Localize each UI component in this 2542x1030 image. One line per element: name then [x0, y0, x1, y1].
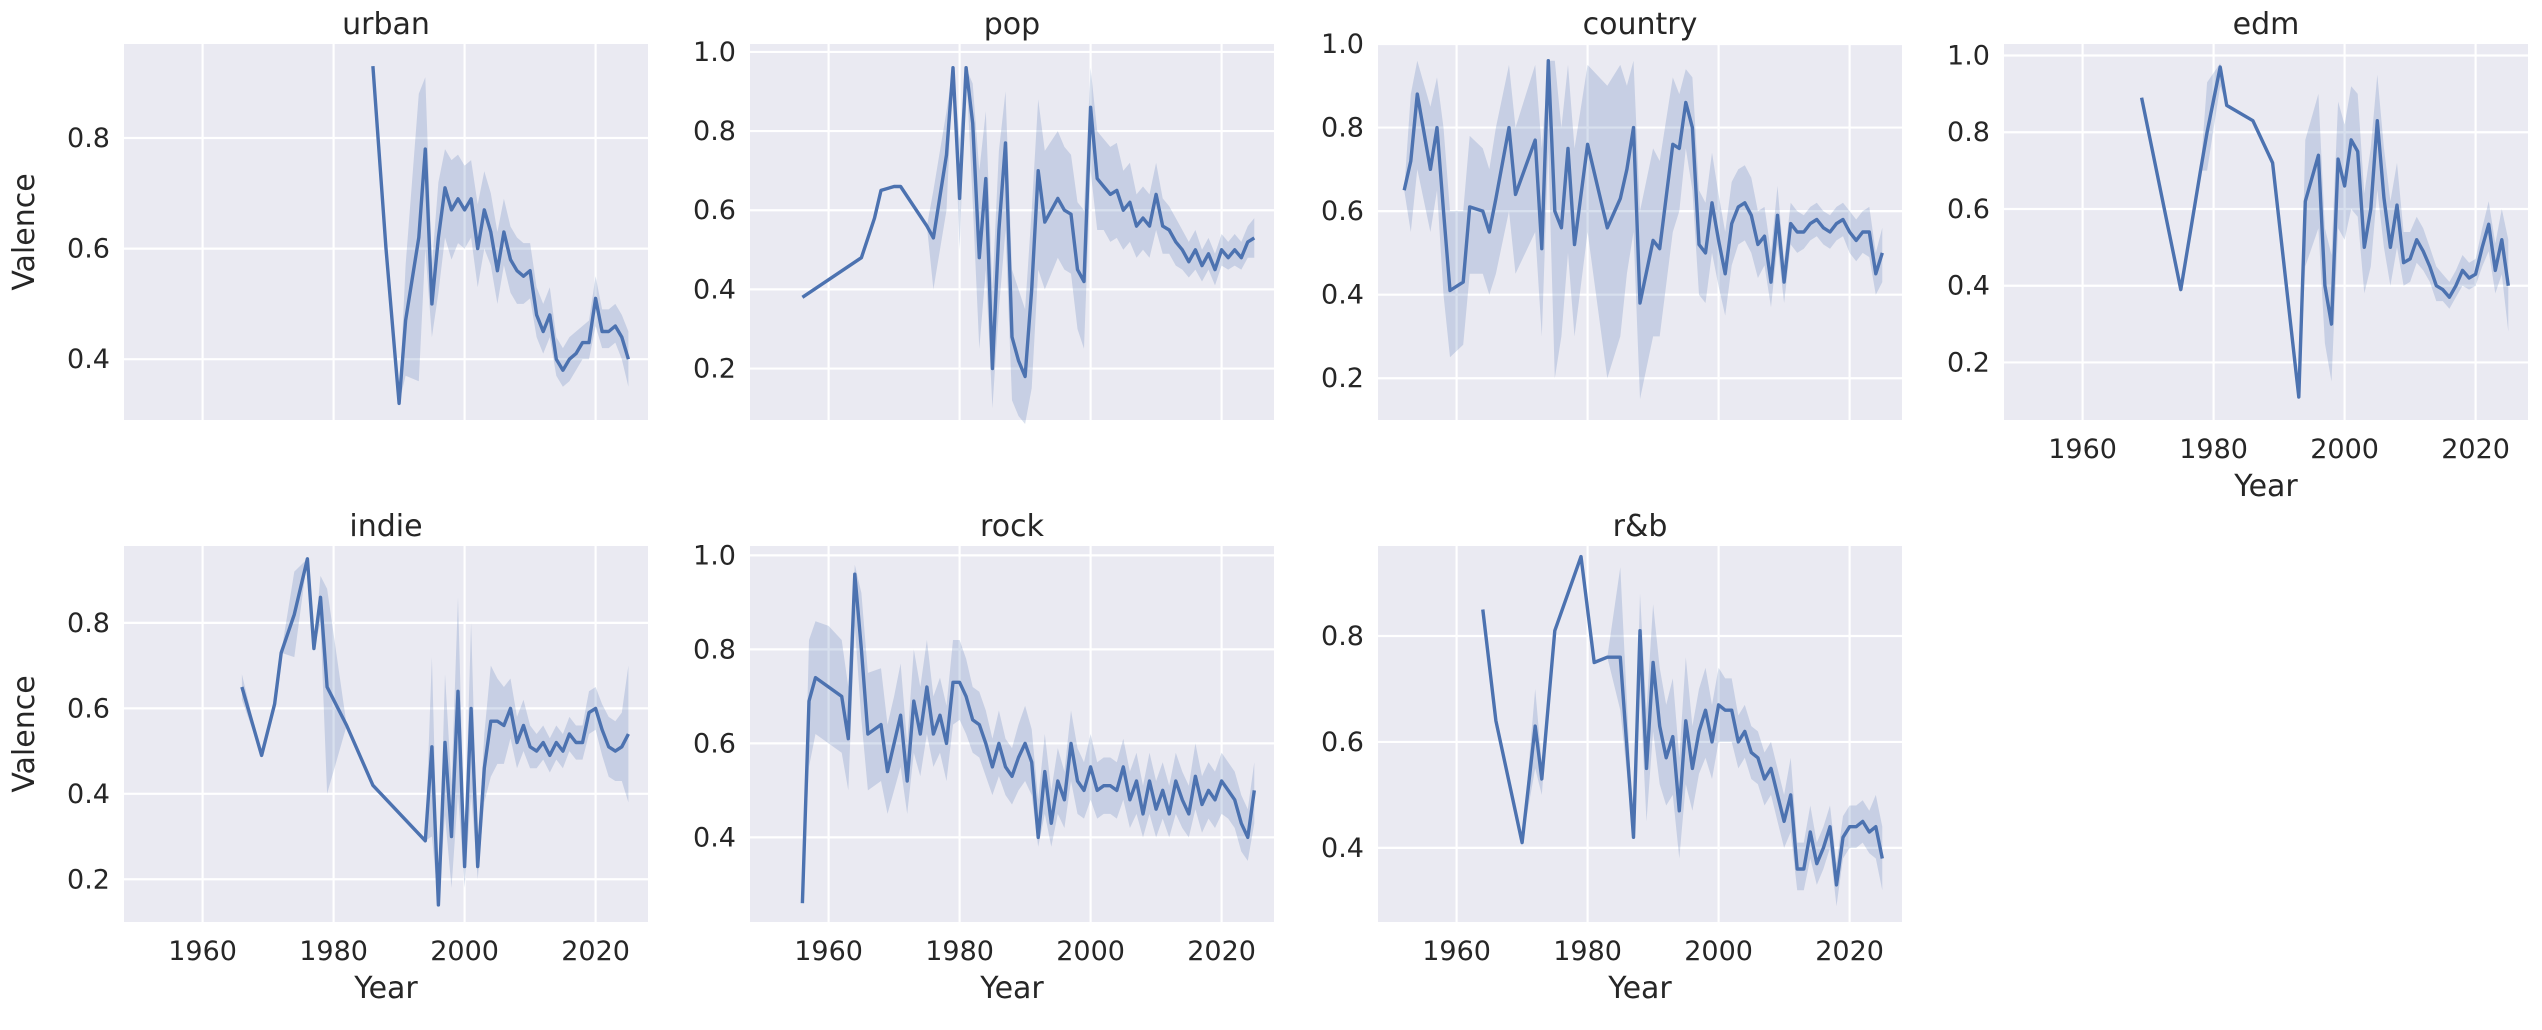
facet-panels: 0.40.60.8urbanValence0.20.40.60.81.0pop0…: [7, 7, 2528, 1006]
panel-title: edm: [2233, 7, 2300, 42]
y-tick-label: 0.6: [1321, 727, 1364, 758]
confidence-band: [1404, 60, 1883, 400]
panel-title: country: [1583, 7, 1698, 42]
y-tick-label: 0.8: [693, 634, 736, 665]
x-tick-label: 1960: [2048, 434, 2117, 465]
x-tick-label: 1980: [1553, 936, 1622, 967]
confidence-band: [2141, 63, 2509, 397]
confidence-band: [372, 66, 629, 404]
x-axis-label: Year: [2233, 469, 2298, 504]
y-tick-label: 1.0: [693, 37, 736, 68]
y-tick-label: 0.2: [693, 354, 736, 385]
y-tick-label: 0.6: [1321, 196, 1364, 227]
x-tick-label: 2020: [561, 936, 630, 967]
plot-area: [124, 546, 648, 922]
series-line: [800, 572, 1256, 904]
y-tick-label: 0.2: [67, 864, 110, 895]
x-axis-label: Year: [1607, 971, 1672, 1006]
x-tick-label: 2020: [1815, 936, 1884, 967]
facet-panel-6: 0.4 0.6 0.8 1960 1980 2000 2020 r&b Year: [1321, 509, 1902, 1006]
y-tick-label: 0.4: [693, 274, 736, 305]
y-tick-label: 0.4: [1321, 833, 1364, 864]
confidence-band: [802, 564, 1255, 904]
plot-area: [2004, 44, 2528, 420]
facet-panel-4: 0.2 0.4 0.6 0.8 1960 1980 2000 2020 indie Year Val…: [7, 509, 648, 1006]
series-line: [2139, 65, 2510, 399]
y-tick-label: 0.6: [693, 728, 736, 759]
y-tick-label: 0.4: [67, 344, 110, 375]
y-tick-label: 1.0: [693, 540, 736, 571]
series-line: [371, 65, 631, 406]
x-tick-label: 1980: [2179, 434, 2248, 465]
y-tick-label: 0.8: [693, 116, 736, 147]
plot-area: [750, 44, 1274, 420]
x-tick-label: 1980: [299, 936, 368, 967]
x-tick-label: 2020: [2441, 434, 2510, 465]
x-tick-label: 2020: [1187, 936, 1256, 967]
y-tick-label: 0.8: [1947, 117, 1990, 148]
x-tick-label: 1960: [1422, 936, 1491, 967]
facet-panel-1: 0.2 0.4 0.6 0.8 1.0 pop: [693, 7, 1274, 424]
series-line: [1402, 59, 1884, 305]
x-tick-label: 2000: [430, 936, 499, 967]
y-axis-label: Valence: [7, 675, 42, 792]
facet-panel-2: 0.2 0.4 0.6 0.8 1.0 country: [1321, 7, 1902, 420]
facet-panel-0: 0.4 0.6 0.8 urban Valence: [7, 7, 648, 420]
y-tick-label: 0.4: [693, 822, 736, 853]
facet-panel-5: 0.4 0.6 0.8 1.0 1960 1980 2000 2020 rock Year: [693, 509, 1274, 1006]
x-tick-label: 2000: [2310, 434, 2379, 465]
y-tick-label: 0.6: [693, 195, 736, 226]
x-axis-label: Year: [353, 971, 418, 1006]
x-tick-label: 2000: [1684, 936, 1753, 967]
y-tick-label: 0.6: [1947, 194, 1990, 225]
y-tick-label: 0.6: [67, 693, 110, 724]
y-tick-label: 0.6: [67, 234, 110, 265]
x-tick-label: 1980: [925, 936, 994, 967]
series-line: [1481, 554, 1884, 887]
plot-area: [1378, 44, 1902, 420]
panel-title: rock: [980, 509, 1045, 544]
y-tick-label: 0.4: [1947, 271, 1990, 302]
y-tick-label: 0.8: [67, 123, 110, 154]
series-line: [801, 65, 1256, 379]
x-tick-label: 1960: [794, 936, 863, 967]
series-line: [240, 557, 630, 907]
y-tick-label: 1.0: [1321, 29, 1364, 60]
y-axis-label: Valence: [7, 173, 42, 290]
panel-title: urban: [342, 7, 430, 42]
y-tick-label: 0.8: [67, 608, 110, 639]
panel-title: r&b: [1613, 509, 1668, 544]
y-tick-label: 0.8: [1321, 113, 1364, 144]
x-tick-label: 1960: [168, 936, 237, 967]
plot-area: [750, 546, 1274, 922]
y-tick-label: 0.2: [1947, 347, 1990, 378]
panel-title: indie: [349, 509, 422, 544]
y-tick-label: 0.2: [1321, 363, 1364, 394]
x-tick-label: 2000: [1056, 936, 1125, 967]
x-axis-label: Year: [979, 971, 1044, 1006]
y-tick-label: 0.8: [1321, 621, 1364, 652]
facet-panel-3: 0.2 0.4 0.6 0.8 1.0 1960 1980 2000 2020 edm Year: [1947, 7, 2528, 504]
y-tick-label: 0.4: [67, 779, 110, 810]
y-tick-label: 0.4: [1321, 280, 1364, 311]
panel-title: pop: [984, 7, 1040, 42]
y-tick-label: 1.0: [1947, 41, 1990, 72]
